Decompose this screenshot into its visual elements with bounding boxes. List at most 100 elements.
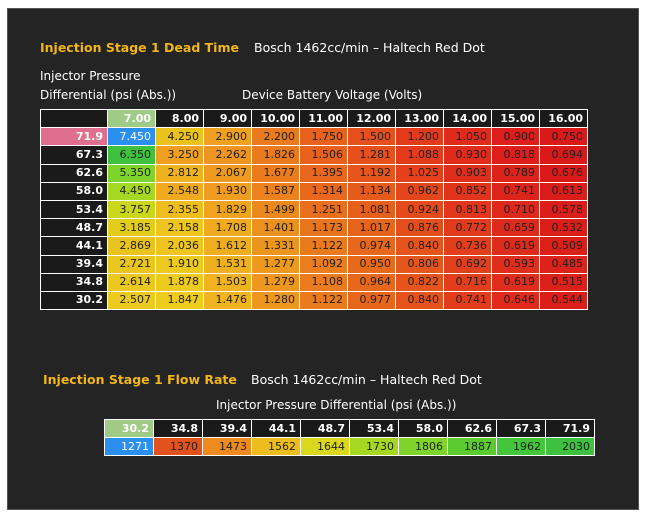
table-cell[interactable]: 2.036 (155, 236, 204, 256)
table-cell[interactable]: 2.721 (107, 254, 156, 274)
row-header[interactable]: 71.9 (40, 127, 108, 147)
column-header[interactable]: 10.00 (251, 108, 300, 129)
table-cell[interactable]: 1.878 (155, 272, 204, 292)
column-header[interactable]: 12.00 (347, 108, 396, 129)
table-cell[interactable]: 0.818 (491, 145, 540, 165)
table-cell[interactable]: 0.840 (395, 290, 444, 311)
table-cell[interactable]: 0.710 (491, 199, 540, 220)
table-cell[interactable]: 1.677 (251, 163, 300, 183)
table-cell[interactable]: 0.593 (491, 254, 540, 274)
table-cell[interactable]: 0.544 (539, 290, 588, 311)
table-cell[interactable]: 1.531 (203, 254, 252, 274)
row-header[interactable]: 39.4 (40, 254, 108, 274)
table-cell[interactable]: 1806 (398, 437, 448, 456)
table-cell[interactable]: 0.772 (443, 218, 492, 238)
table-cell[interactable]: 1.314 (299, 181, 348, 201)
table-cell[interactable]: 3.185 (107, 218, 156, 238)
column-header[interactable]: 71.9 (545, 419, 595, 438)
table-cell[interactable]: 0.903 (443, 163, 492, 183)
column-header[interactable]: 58.0 (398, 419, 448, 438)
table-cell[interactable]: 0.806 (395, 254, 444, 274)
table-cell[interactable]: 2030 (545, 437, 595, 456)
table-cell[interactable]: 1.503 (203, 272, 252, 292)
table-cell[interactable]: 1.092 (299, 254, 348, 274)
table-cell[interactable]: 1370 (153, 437, 203, 456)
table-cell[interactable]: 1562 (251, 437, 301, 456)
table-cell[interactable]: 1.910 (155, 254, 204, 274)
table-cell[interactable]: 1.251 (299, 199, 348, 220)
table-cell[interactable]: 1271 (104, 437, 154, 456)
row-header[interactable]: 67.3 (40, 145, 108, 165)
table-cell[interactable]: 0.578 (539, 199, 588, 220)
table-cell[interactable]: 1.122 (299, 290, 348, 311)
table-cell[interactable]: 1.088 (395, 145, 444, 165)
table-cell[interactable]: 2.869 (107, 236, 156, 256)
table-cell[interactable]: 1644 (300, 437, 350, 456)
table-cell[interactable]: 2.614 (107, 272, 156, 292)
column-header[interactable]: 9.00 (203, 108, 252, 129)
table-cell[interactable]: 0.741 (491, 181, 540, 201)
table-cell[interactable]: 1.476 (203, 290, 252, 311)
table-cell[interactable]: 1887 (447, 437, 497, 456)
table-cell[interactable]: 1.277 (251, 254, 300, 274)
table-cell[interactable]: 0.532 (539, 218, 588, 238)
table-cell[interactable]: 1962 (496, 437, 546, 456)
table-cell[interactable]: 1.500 (347, 127, 396, 147)
row-header[interactable]: 30.2 (40, 290, 108, 311)
row-header[interactable]: 62.6 (40, 163, 108, 183)
table-cell[interactable]: 0.485 (539, 254, 588, 274)
table-cell[interactable]: 1473 (202, 437, 252, 456)
table-cell[interactable]: 0.852 (443, 181, 492, 201)
table-cell[interactable]: 1.017 (347, 218, 396, 238)
table-cell[interactable]: 0.876 (395, 218, 444, 238)
column-header[interactable]: 67.3 (496, 419, 546, 438)
table-cell[interactable]: 1.200 (395, 127, 444, 147)
table-cell[interactable]: 2.548 (155, 181, 204, 201)
table-cell[interactable]: 0.646 (491, 290, 540, 311)
table-cell[interactable]: 2.067 (203, 163, 252, 183)
table-cell[interactable]: 1730 (349, 437, 399, 456)
row-header[interactable]: 58.0 (40, 181, 108, 201)
table-cell[interactable]: 0.676 (539, 163, 588, 183)
column-header[interactable]: 30.2 (104, 419, 154, 438)
table-cell[interactable]: 0.509 (539, 236, 588, 256)
column-header[interactable]: 39.4 (202, 419, 252, 438)
table-cell[interactable]: 0.950 (347, 254, 396, 274)
column-header[interactable]: 62.6 (447, 419, 497, 438)
table-cell[interactable]: 1.331 (251, 236, 300, 256)
table-cell[interactable]: 1.025 (395, 163, 444, 183)
table-cell[interactable]: 0.619 (491, 272, 540, 292)
table-cell[interactable]: 0.962 (395, 181, 444, 201)
table-cell[interactable]: 0.659 (491, 218, 540, 238)
table-cell[interactable]: 1.108 (299, 272, 348, 292)
table-cell[interactable]: 0.964 (347, 272, 396, 292)
table-cell[interactable]: 2.900 (203, 127, 252, 147)
table-cell[interactable]: 0.736 (443, 236, 492, 256)
table-cell[interactable]: 1.081 (347, 199, 396, 220)
table-cell[interactable]: 1.708 (203, 218, 252, 238)
table-cell[interactable]: 1.280 (251, 290, 300, 311)
table-cell[interactable]: 1.750 (299, 127, 348, 147)
table-cell[interactable]: 1.173 (299, 218, 348, 238)
table-cell[interactable]: 0.789 (491, 163, 540, 183)
table-cell[interactable]: 1.050 (443, 127, 492, 147)
table-cell[interactable]: 0.924 (395, 199, 444, 220)
table-cell[interactable]: 2.507 (107, 290, 156, 311)
row-header[interactable]: 48.7 (40, 218, 108, 238)
table-cell[interactable]: 0.840 (395, 236, 444, 256)
table-cell[interactable]: 1.401 (251, 218, 300, 238)
table-cell[interactable]: 1.122 (299, 236, 348, 256)
column-header[interactable]: 48.7 (300, 419, 350, 438)
table-cell[interactable]: 1.192 (347, 163, 396, 183)
table-cell[interactable]: 0.974 (347, 236, 396, 256)
table-cell[interactable]: 6.350 (107, 145, 156, 165)
table-cell[interactable]: 0.692 (443, 254, 492, 274)
table-cell[interactable]: 2.355 (155, 199, 204, 220)
table-cell[interactable]: 1.847 (155, 290, 204, 311)
table-cell[interactable]: 1.499 (251, 199, 300, 220)
table-cell[interactable]: 3.757 (107, 199, 156, 220)
column-header[interactable]: 14.00 (443, 108, 492, 129)
table-cell[interactable]: 4.450 (107, 181, 156, 201)
table-cell[interactable]: 1.134 (347, 181, 396, 201)
table-cell[interactable]: 0.900 (491, 127, 540, 147)
